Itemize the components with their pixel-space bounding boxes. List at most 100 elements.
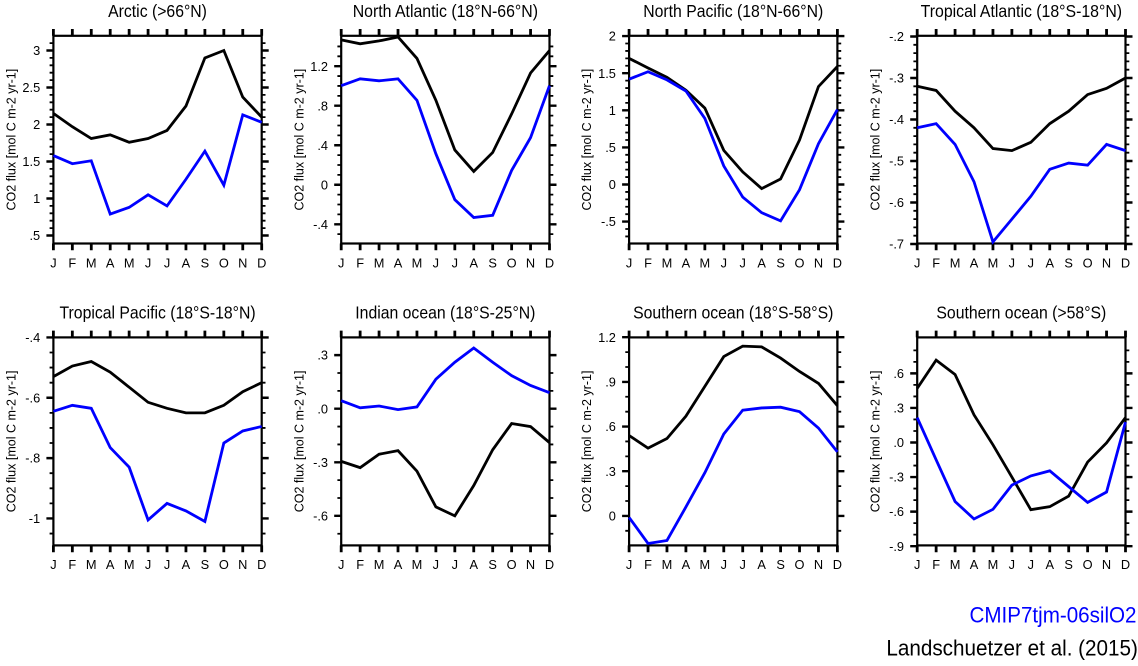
svg-text:.0: .0 [893, 435, 904, 450]
svg-text:0: 0 [321, 177, 328, 192]
svg-text:A: A [182, 557, 191, 572]
svg-text:Landschuetzer et al. (2015): Landschuetzer et al. (2015) [886, 636, 1138, 661]
svg-text:.9: .9 [605, 374, 616, 389]
svg-text:J: J [145, 255, 151, 270]
svg-text:A: A [1045, 255, 1054, 270]
svg-text:-.3: -.3 [313, 455, 328, 470]
svg-text:-.4: -.4 [313, 217, 328, 232]
svg-text:J: J [914, 255, 920, 270]
svg-text:A: A [182, 255, 191, 270]
svg-text:A: A [1045, 557, 1054, 572]
svg-text:1.5: 1.5 [22, 154, 40, 169]
svg-text:S: S [1064, 255, 1073, 270]
svg-text:N: N [238, 557, 247, 572]
svg-text:J: J [338, 255, 344, 270]
svg-text:J: J [338, 557, 344, 572]
svg-text:S: S [776, 255, 785, 270]
svg-text:.5: .5 [605, 140, 616, 155]
svg-text:-.6: -.6 [25, 390, 40, 405]
svg-text:CO2 flux [mol C m-2 yr-1]: CO2 flux [mol C m-2 yr-1] [868, 69, 882, 211]
svg-text:A: A [970, 255, 979, 270]
svg-text:.8: .8 [317, 98, 328, 113]
svg-text:0: 0 [609, 177, 616, 192]
svg-text:M: M [412, 557, 423, 572]
svg-text:A: A [757, 557, 766, 572]
svg-text:N: N [526, 255, 535, 270]
svg-text:M: M [950, 557, 961, 572]
svg-text:.3: .3 [317, 348, 328, 363]
svg-text:F: F [932, 255, 940, 270]
svg-text:M: M [86, 557, 97, 572]
svg-text:J: J [452, 557, 458, 572]
svg-text:-.5: -.5 [601, 214, 616, 229]
svg-text:1.2: 1.2 [598, 330, 616, 345]
svg-text:-.6: -.6 [889, 504, 904, 519]
svg-text:F: F [356, 255, 364, 270]
svg-text:-1: -1 [29, 511, 40, 526]
svg-text:S: S [488, 557, 497, 572]
svg-text:A: A [394, 255, 403, 270]
svg-text:1: 1 [609, 103, 616, 118]
svg-text:3: 3 [33, 43, 40, 58]
svg-text:J: J [50, 255, 56, 270]
svg-text:CO2 flux [mol C m-2 yr-1]: CO2 flux [mol C m-2 yr-1] [292, 69, 306, 211]
svg-text:F: F [68, 557, 76, 572]
svg-text:.0: .0 [317, 401, 328, 416]
svg-text:A: A [682, 557, 691, 572]
svg-text:.6: .6 [605, 419, 616, 434]
svg-text:North Atlantic (18°N-66°N): North Atlantic (18°N-66°N) [353, 1, 538, 21]
svg-text:N: N [526, 557, 535, 572]
svg-text:O: O [1083, 557, 1093, 572]
svg-text:J: J [740, 557, 746, 572]
svg-text:J: J [626, 557, 632, 572]
svg-text:-.7: -.7 [889, 237, 904, 252]
svg-text:-.4: -.4 [889, 112, 904, 127]
svg-text:1.5: 1.5 [598, 66, 616, 81]
svg-text:J: J [452, 255, 458, 270]
svg-text:D: D [257, 557, 266, 572]
svg-text:M: M [374, 255, 385, 270]
svg-text:M: M [86, 255, 97, 270]
svg-text:A: A [757, 255, 766, 270]
svg-text:J: J [1028, 255, 1034, 270]
svg-text:A: A [469, 255, 478, 270]
svg-text:O: O [507, 255, 517, 270]
svg-text:F: F [356, 557, 364, 572]
svg-text:Arctic (>66°N): Arctic (>66°N) [108, 1, 207, 21]
svg-text:CO2 flux [mol C m-2 yr-1]: CO2 flux [mol C m-2 yr-1] [868, 371, 882, 513]
svg-text:O: O [219, 255, 229, 270]
svg-text:M: M [700, 557, 711, 572]
svg-text:A: A [106, 255, 115, 270]
svg-text:N: N [1102, 557, 1111, 572]
svg-text:F: F [932, 557, 940, 572]
svg-text:J: J [1028, 557, 1034, 572]
svg-text:.3: .3 [605, 464, 616, 479]
svg-text:J: J [1009, 255, 1015, 270]
svg-text:M: M [124, 255, 135, 270]
svg-text:M: M [950, 255, 961, 270]
svg-text:S: S [1064, 557, 1073, 572]
svg-text:-.3: -.3 [889, 71, 904, 86]
svg-text:CO2 flux [mol C m-2 yr-1]: CO2 flux [mol C m-2 yr-1] [5, 371, 19, 513]
svg-text:North Pacific (18°N-66°N): North Pacific (18°N-66°N) [643, 1, 823, 21]
svg-text:F: F [68, 255, 76, 270]
svg-text:J: J [626, 255, 632, 270]
svg-text:M: M [988, 557, 999, 572]
svg-text:A: A [682, 255, 691, 270]
svg-text:O: O [507, 557, 517, 572]
svg-text:M: M [988, 255, 999, 270]
svg-text:J: J [145, 557, 151, 572]
svg-text:1.2: 1.2 [310, 59, 328, 74]
svg-text:CO2 flux [mol C m-2 yr-1]: CO2 flux [mol C m-2 yr-1] [292, 371, 306, 513]
svg-text:D: D [833, 255, 842, 270]
svg-text:J: J [721, 255, 727, 270]
svg-text:Tropical Atlantic (18°S-18°N): Tropical Atlantic (18°S-18°N) [921, 1, 1122, 21]
svg-text:J: J [914, 557, 920, 572]
svg-text:CO2 flux [mol C m-2 yr-1]: CO2 flux [mol C m-2 yr-1] [5, 69, 19, 211]
svg-text:J: J [740, 255, 746, 270]
svg-text:-.8: -.8 [25, 451, 40, 466]
svg-text:S: S [776, 557, 785, 572]
svg-text:M: M [412, 255, 423, 270]
svg-text:O: O [795, 557, 805, 572]
svg-text:-.3: -.3 [889, 470, 904, 485]
